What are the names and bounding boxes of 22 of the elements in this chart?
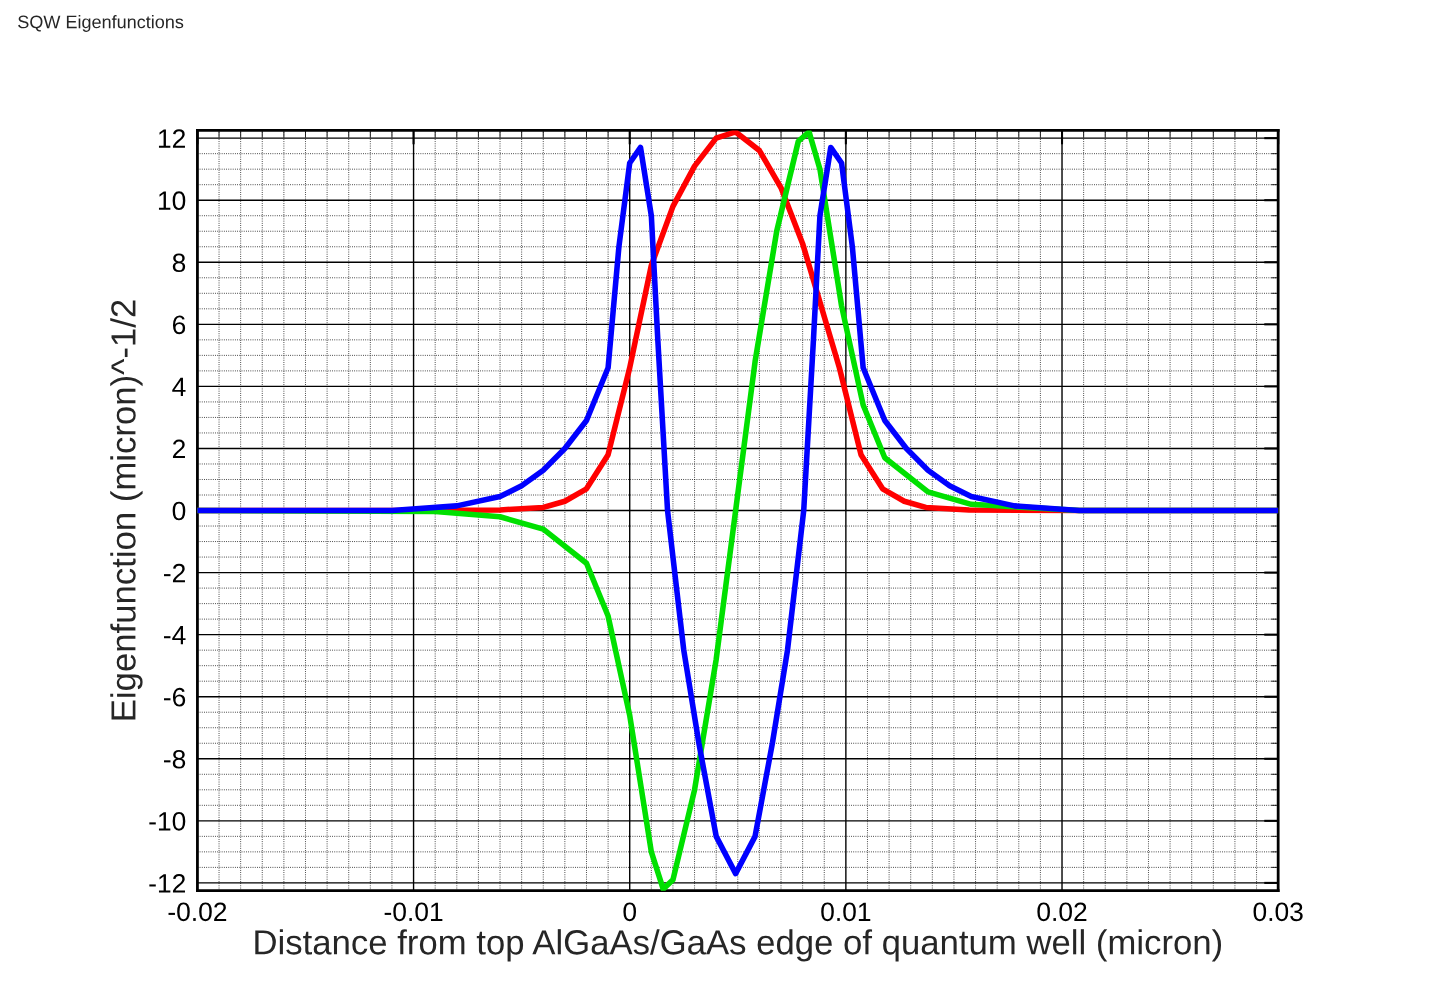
x-tick-label: 0.01 bbox=[821, 902, 871, 922]
y-tick-label: -2 bbox=[164, 563, 185, 583]
y-tick-label: -8 bbox=[164, 749, 186, 769]
y-tick-label: 0 bbox=[172, 501, 186, 521]
x-tick-label: -0.02 bbox=[168, 902, 227, 922]
chart-title: SQW Eigenfunctions bbox=[18, 15, 184, 32]
x-tick-label: 0.02 bbox=[1037, 902, 1087, 922]
x-tick-label: 0.03 bbox=[1253, 902, 1303, 922]
y-tick-label: 10 bbox=[158, 191, 186, 211]
y-tick-label: -12 bbox=[149, 874, 185, 893]
x-tick-label: 0 bbox=[623, 902, 637, 922]
y-tick-label: 8 bbox=[172, 253, 186, 273]
x-axis-title: Distance from top AlGaAs/GaAs edge of quantum well (micron) bbox=[255, 929, 1222, 962]
y-tick-label: -10 bbox=[149, 811, 186, 831]
y-tick-label: -6 bbox=[164, 687, 186, 707]
y-tick-label: 2 bbox=[172, 439, 185, 459]
y-tick-label: 12 bbox=[158, 129, 185, 148]
y-axis-title: Eigenfunction (micron)^-1/2 bbox=[110, 300, 143, 720]
y-tick-label: 4 bbox=[172, 377, 186, 396]
y-tick-label: 6 bbox=[172, 315, 186, 335]
y-tick-label: -4 bbox=[164, 626, 186, 645]
x-tick-label: -0.01 bbox=[384, 902, 443, 922]
